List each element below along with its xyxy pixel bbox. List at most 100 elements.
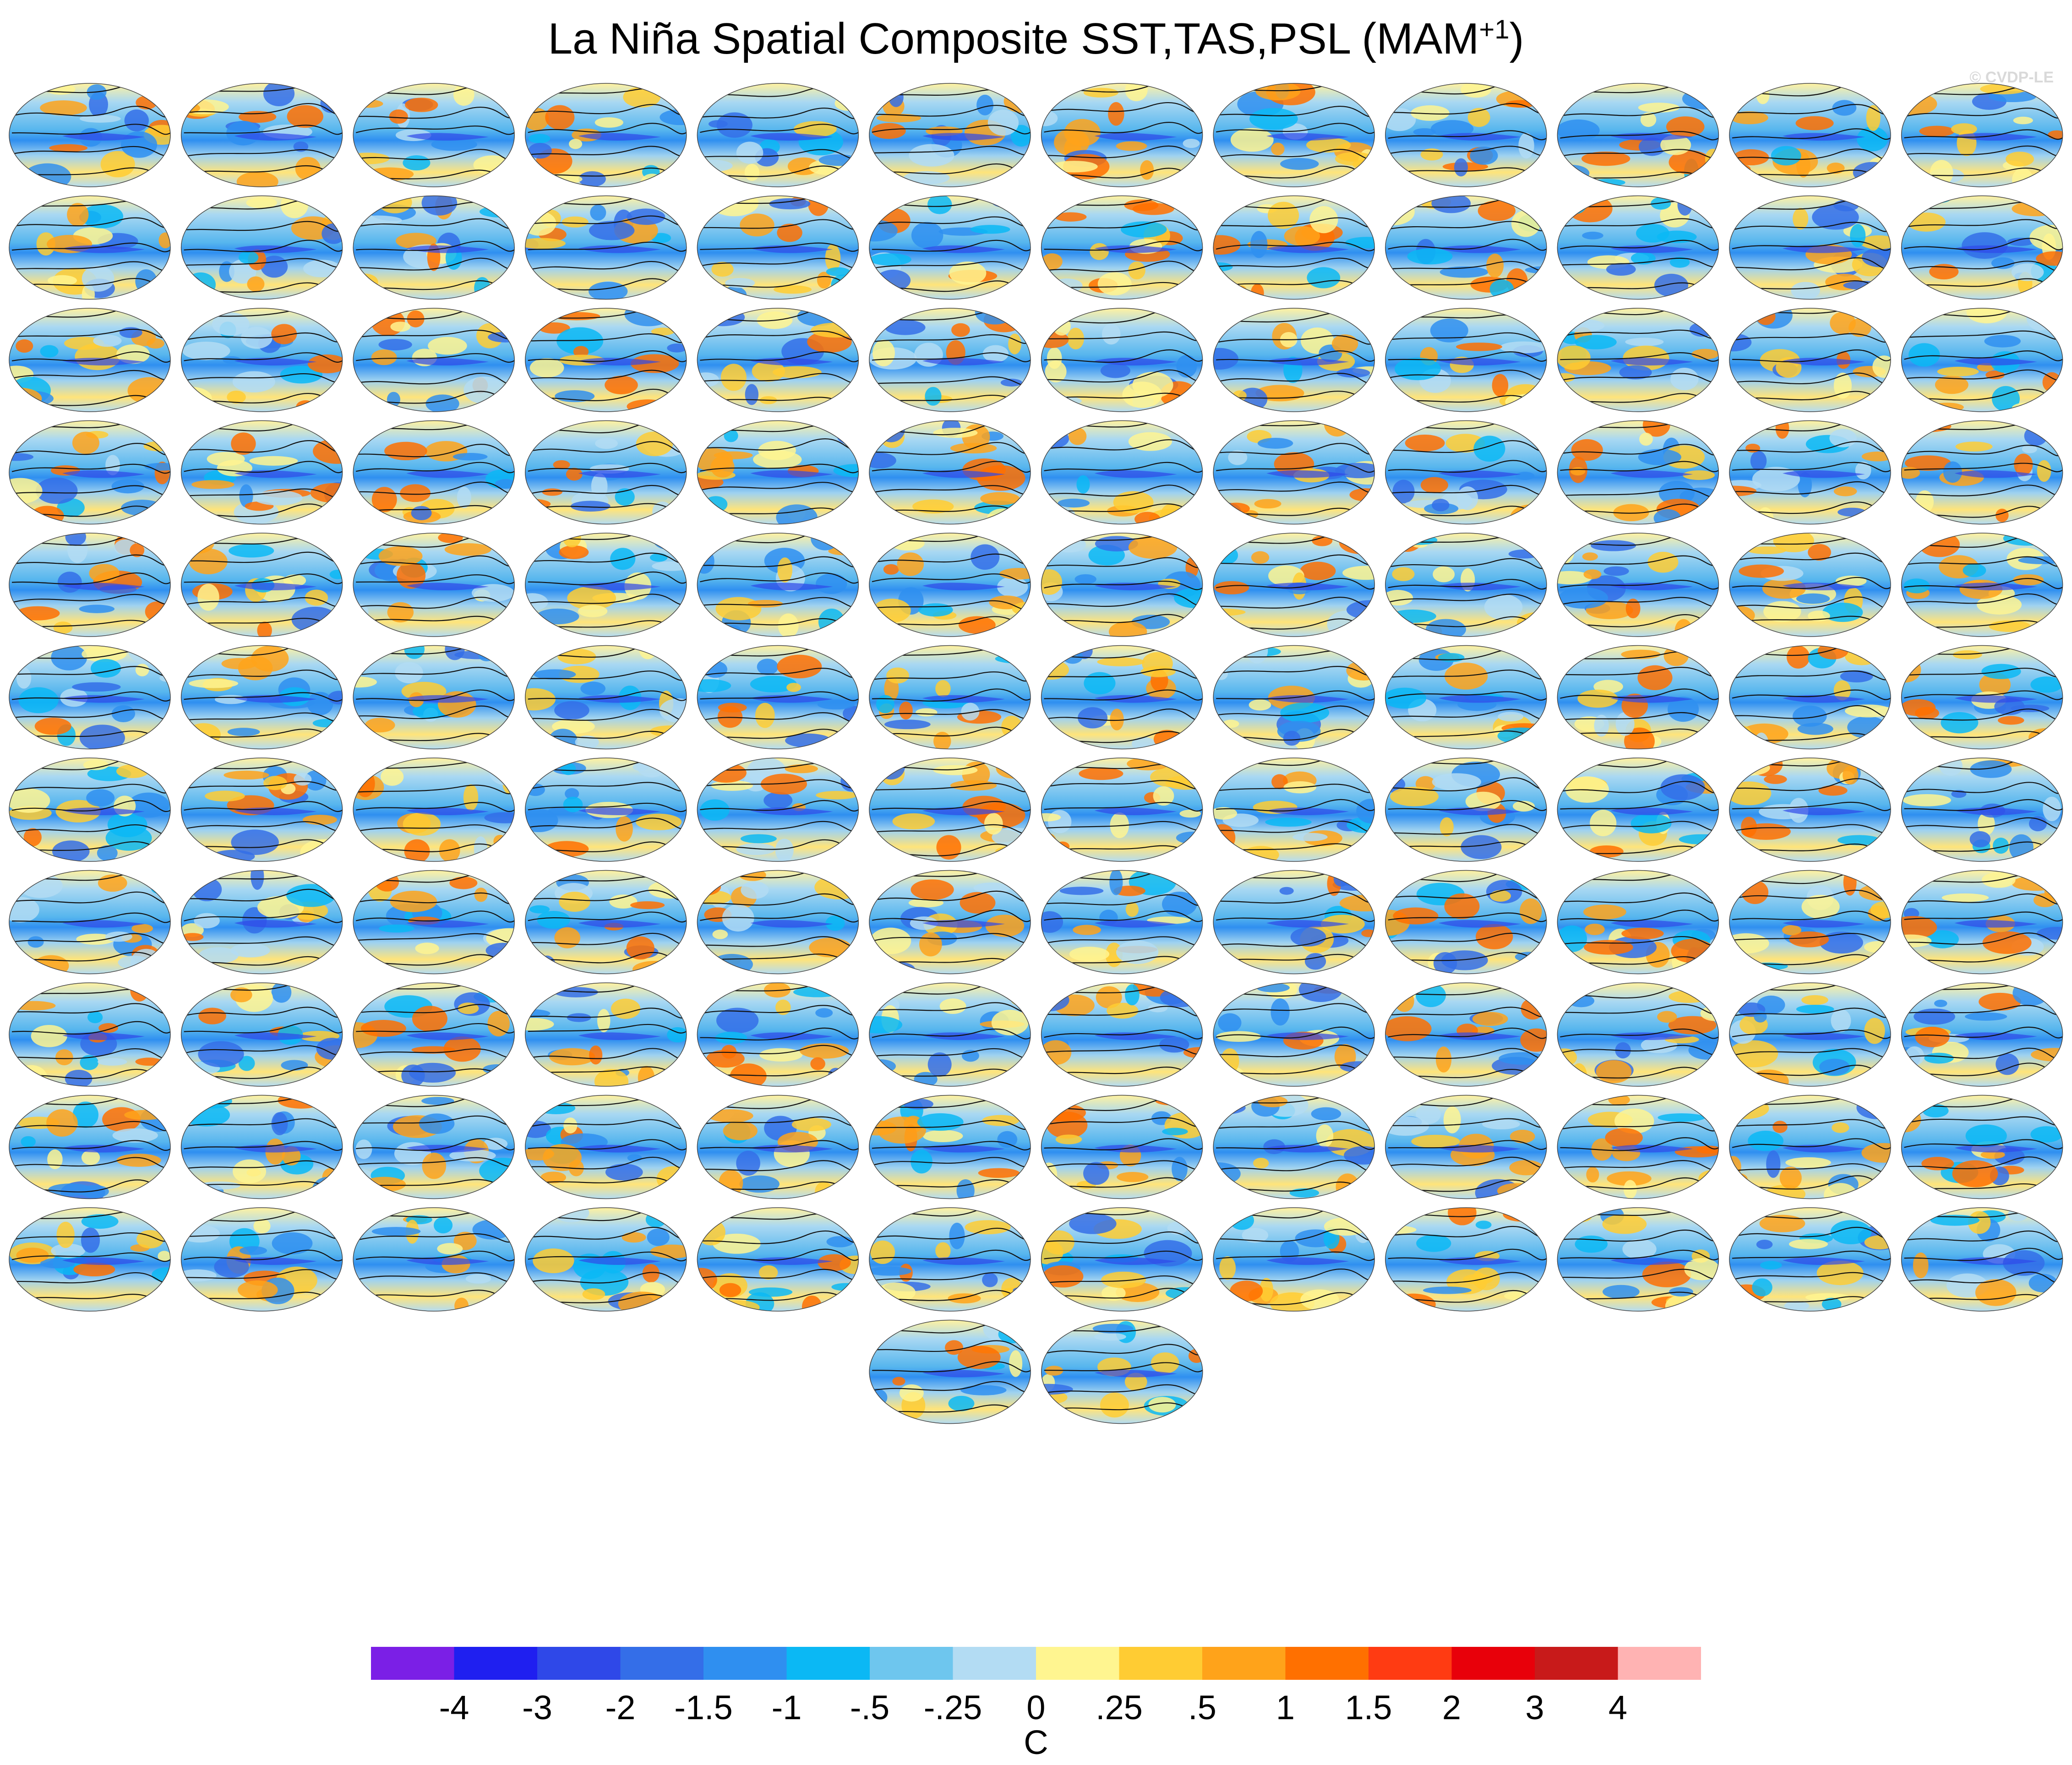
map-panel — [1901, 870, 2063, 975]
map-panel — [1385, 195, 1547, 300]
map-panel — [1041, 1095, 1203, 1199]
map-panel — [1041, 308, 1203, 412]
map-panel — [1213, 870, 1375, 975]
map-panel — [180, 1095, 343, 1199]
map-panel — [1557, 420, 1719, 525]
map-panel — [697, 420, 859, 525]
map-panel — [697, 757, 859, 862]
map-panel — [1213, 533, 1375, 637]
map-panel — [1213, 83, 1375, 187]
map-panel — [525, 870, 687, 975]
map-panel — [1901, 982, 2063, 1087]
map-panel — [525, 1207, 687, 1312]
map-panel — [1729, 420, 1891, 525]
colorbar-tick-label: .25 — [1096, 1689, 1143, 1727]
map-panel — [9, 1095, 171, 1199]
colorbar-box — [953, 1647, 1036, 1680]
colorbar-box — [1036, 1647, 1119, 1680]
map-panel — [1041, 83, 1203, 187]
map-panel — [697, 982, 859, 1087]
map-panel — [180, 420, 343, 525]
map-panel — [525, 645, 687, 750]
map-panel — [1385, 645, 1547, 750]
map-panel — [180, 1207, 343, 1312]
map-panel — [1557, 645, 1719, 750]
map-panel — [1901, 757, 2063, 862]
map-panel — [1041, 195, 1203, 300]
colorbar-box — [620, 1647, 703, 1680]
map-panel — [697, 195, 859, 300]
colorbar-box — [1119, 1647, 1202, 1680]
map-panel — [1041, 757, 1203, 862]
map-panel — [353, 870, 515, 975]
map-panel — [1729, 757, 1891, 862]
map-panel — [1385, 533, 1547, 637]
colorbar-tick-label: -1 — [771, 1689, 802, 1727]
map-panel — [869, 533, 1031, 637]
map-panel — [353, 982, 515, 1087]
map-panel — [525, 982, 687, 1087]
map-panel — [353, 757, 515, 862]
map-panel — [697, 870, 859, 975]
colorbar-tick-label: -2 — [605, 1689, 636, 1727]
map-panel — [9, 420, 171, 525]
colorbar-unit: C — [1024, 1723, 1048, 1761]
map-panel — [1041, 1319, 1203, 1424]
map-panel — [869, 870, 1031, 975]
map-panel — [1213, 308, 1375, 412]
colorbar-box — [786, 1647, 870, 1680]
map-panel — [1385, 83, 1547, 187]
colorbar-box — [1285, 1647, 1369, 1680]
title-close: ) — [1509, 14, 1524, 63]
map-panel — [1901, 533, 2063, 637]
colorbar-tick-label: -4 — [439, 1689, 469, 1727]
map-panel — [1729, 870, 1891, 975]
colorbar-box — [537, 1647, 621, 1680]
map-panel — [1557, 1207, 1719, 1312]
map-panel — [1213, 757, 1375, 862]
map-panel — [1729, 308, 1891, 412]
map-panel — [1041, 1207, 1203, 1312]
colorbar-tick-label: 4 — [1608, 1689, 1628, 1727]
map-panel — [525, 420, 687, 525]
map-panel — [1213, 195, 1375, 300]
map-panel — [9, 1207, 171, 1312]
map-panel — [180, 308, 343, 412]
map-panel — [180, 757, 343, 862]
map-panel — [525, 1095, 687, 1199]
map-panel — [1385, 757, 1547, 862]
map-panel — [1041, 420, 1203, 525]
map-panel — [353, 83, 515, 187]
map-panel — [1041, 533, 1203, 637]
colorbar-tick-label: 0 — [1026, 1689, 1046, 1727]
colorbar-box — [870, 1647, 953, 1680]
map-panel — [1901, 308, 2063, 412]
map-panel — [525, 308, 687, 412]
map-panel — [1729, 982, 1891, 1087]
colorbar-box — [1369, 1647, 1452, 1680]
colorbar-tick-label: 1.5 — [1345, 1689, 1392, 1727]
map-panel — [1557, 870, 1719, 975]
map-panel — [525, 195, 687, 300]
map-panel — [1729, 533, 1891, 637]
colorbar-box — [454, 1647, 537, 1680]
title-text: La Niña Spatial Composite SST,TAS,PSL (M… — [548, 14, 1479, 63]
colorbar-tick-label: -3 — [522, 1689, 552, 1727]
map-panel — [1385, 982, 1547, 1087]
map-panel — [9, 308, 171, 412]
map-panel — [869, 1207, 1031, 1312]
map-panel — [697, 645, 859, 750]
map-panel — [1729, 1207, 1891, 1312]
map-panel — [180, 982, 343, 1087]
colorbar-tick-label: 3 — [1525, 1689, 1544, 1727]
map-panel — [1385, 1095, 1547, 1199]
map-panel — [1385, 308, 1547, 412]
map-panel — [9, 757, 171, 862]
map-panel — [353, 533, 515, 637]
title-superscript: +1 — [1479, 15, 1510, 44]
map-panel — [697, 308, 859, 412]
map-panel — [353, 645, 515, 750]
map-panel — [1557, 308, 1719, 412]
colorbar-box — [1451, 1647, 1535, 1680]
map-panel — [869, 1095, 1031, 1199]
